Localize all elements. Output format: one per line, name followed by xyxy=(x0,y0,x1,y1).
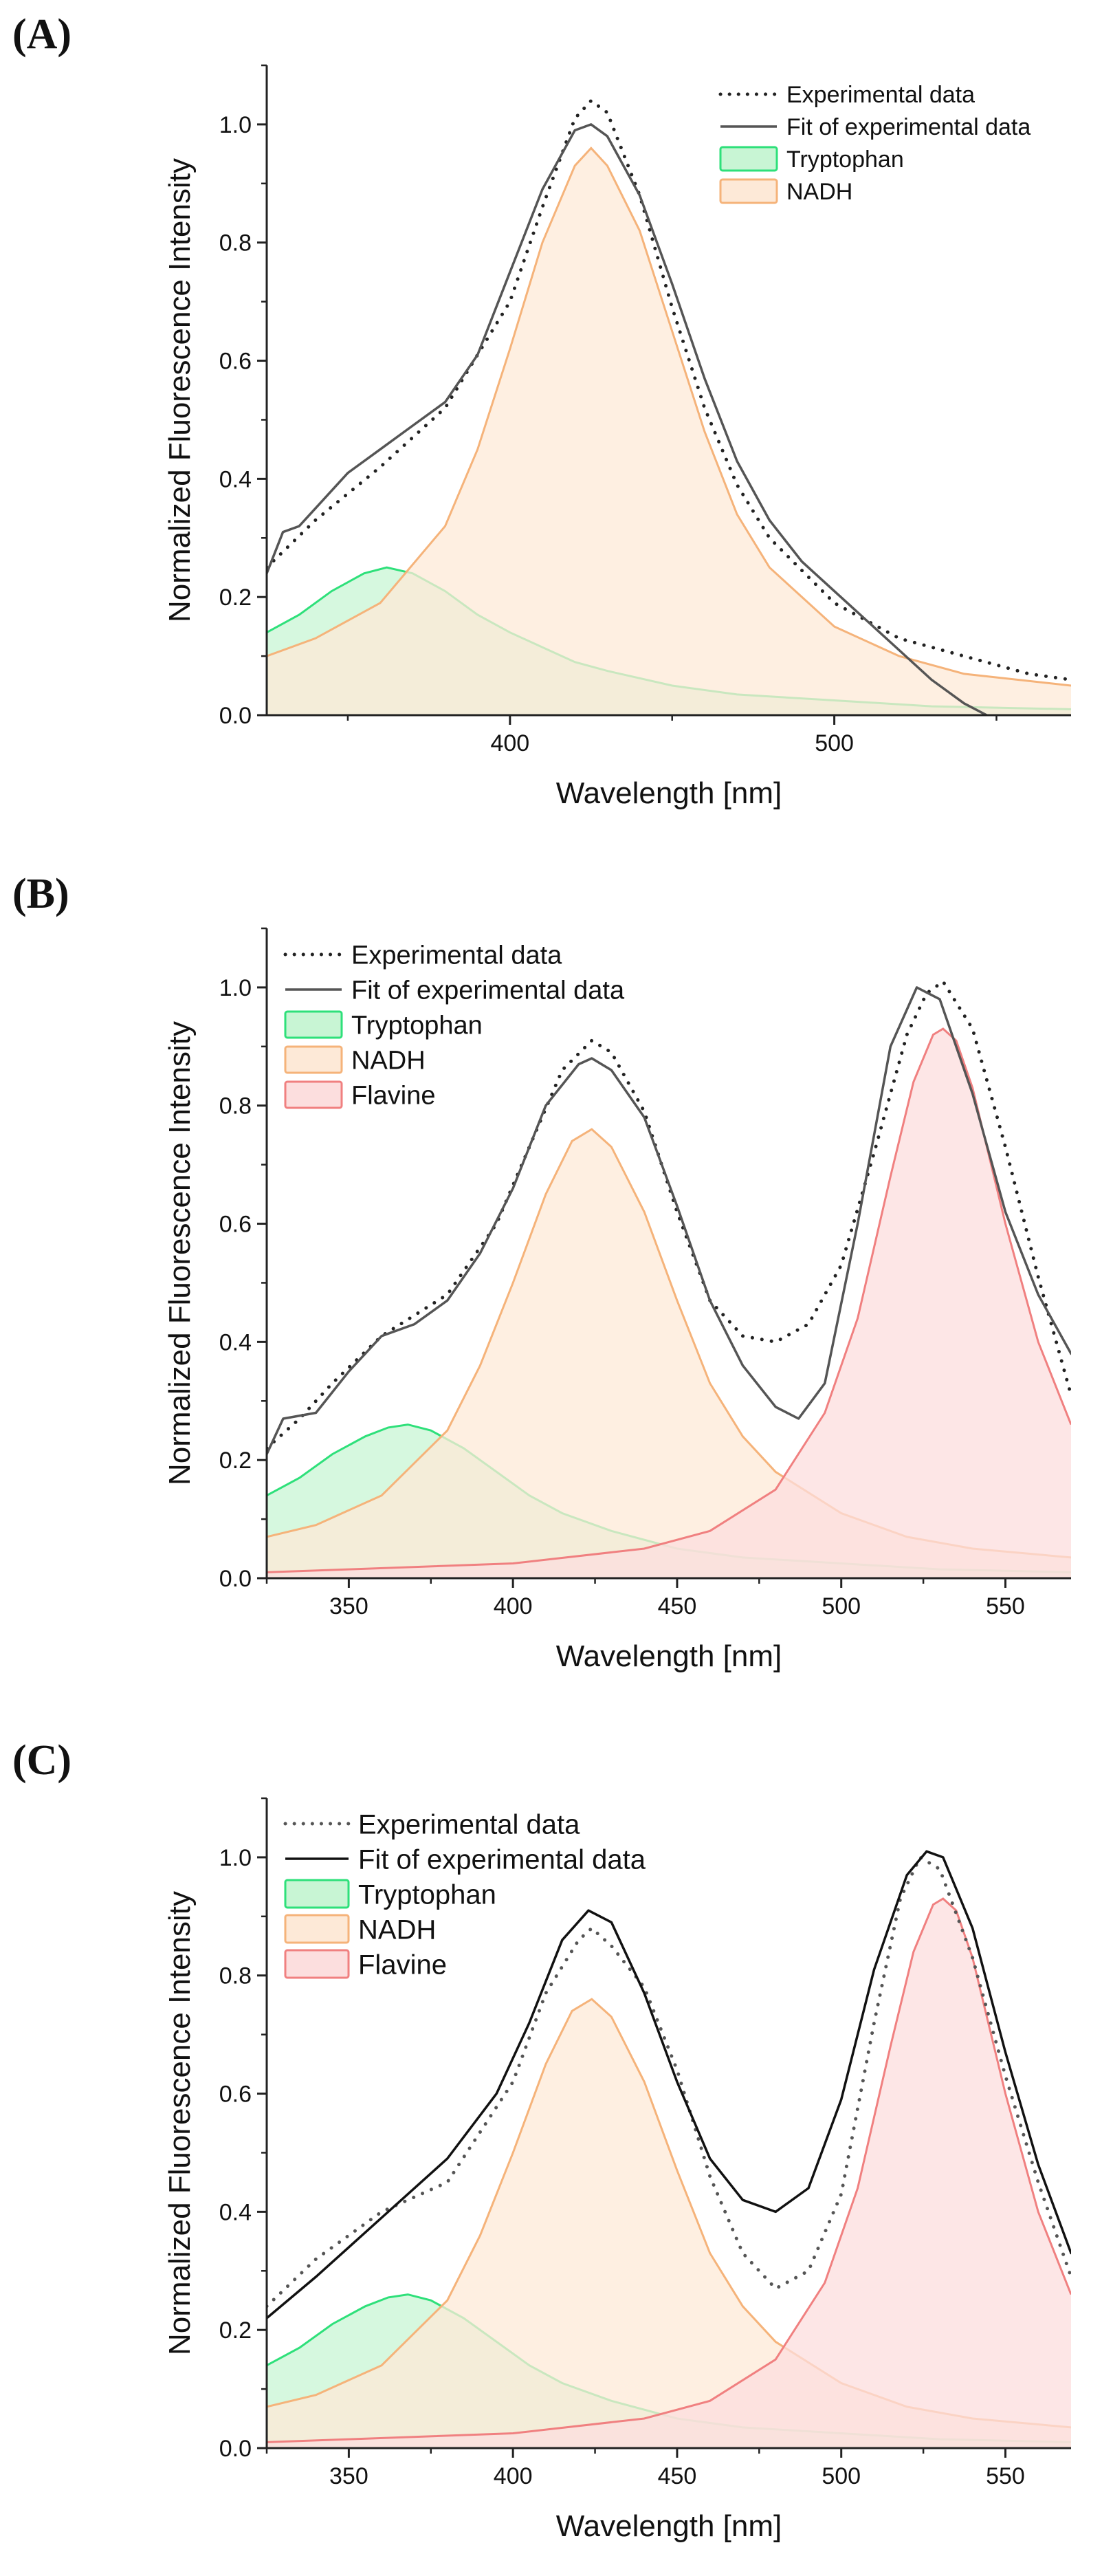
series-line-flavine xyxy=(267,1897,1071,2443)
y-tick-label: 0.2 xyxy=(219,585,252,611)
legend-label: Experimental data xyxy=(786,82,975,108)
y-tick-label: 1.0 xyxy=(219,112,252,138)
y-tick-label: 0.6 xyxy=(219,349,252,375)
series-area-flavine xyxy=(267,1899,1071,2448)
y-tick-label: 0.8 xyxy=(219,230,252,256)
experimental-data-line xyxy=(267,1855,1071,2308)
y-axis-label: Normalized Fluorescence Intensity xyxy=(163,1021,197,1485)
y-tick-label: 0.0 xyxy=(219,703,252,729)
x-axis-label: Wavelength [nm] xyxy=(556,2509,782,2543)
legend-swatch-nadh xyxy=(284,1914,350,1944)
legend-label: Fit of experimental data xyxy=(358,1844,646,1875)
x-tick-label: 350 xyxy=(329,2463,368,2489)
legend: Experimental data Fit of experimental dat… xyxy=(283,1809,646,1980)
legend: Experimental data Fit of experimental dat… xyxy=(718,82,1031,205)
x-tick-label: 550 xyxy=(986,2463,1025,2489)
series-area-nadh xyxy=(267,148,1071,715)
legend-label: Tryptophan xyxy=(786,146,904,173)
legend-label: Experimental data xyxy=(358,1809,580,1840)
chart-panel-2: (C) 0.0 0.2 0.4 0.6 0.8 1.0 350 400 450 500 550 Wave… xyxy=(12,1737,1071,2543)
panel-label: (C) xyxy=(12,1737,71,1784)
y-tick-label: 0.0 xyxy=(219,2436,252,2462)
legend-swatch-tryptophan xyxy=(284,1010,343,1039)
panel-label: (A) xyxy=(12,11,71,58)
legend-swatch-nadh xyxy=(719,178,778,204)
y-tick-label: 0.8 xyxy=(219,1093,252,1120)
y-tick-label: 0.4 xyxy=(219,2199,252,2225)
legend-swatch-flavine xyxy=(284,1080,343,1109)
legend-label: Tryptophan xyxy=(351,1012,483,1040)
legend-label: Experimental data xyxy=(351,941,562,970)
fit-line xyxy=(267,1850,1071,2320)
plot-area xyxy=(267,99,1071,715)
y-tick-label: 0.2 xyxy=(219,1448,252,1474)
y-axis-label: Normalized Fluorescence Intensity xyxy=(163,1891,197,2355)
legend-label: Fit of experimental data xyxy=(786,114,1031,140)
y-tick-label: 1.0 xyxy=(219,1845,252,1871)
y-tick-label: 0.6 xyxy=(219,1212,252,1238)
legend-label: NADH xyxy=(786,179,852,205)
x-tick-label: 400 xyxy=(490,730,529,756)
y-axis-label: Normalized Fluorescence Intensity xyxy=(163,158,197,622)
plot-area xyxy=(267,979,1071,1578)
y-tick-label: 1.0 xyxy=(219,975,252,1001)
fit-line xyxy=(267,123,989,715)
legend-swatch-tryptophan xyxy=(719,146,778,172)
x-tick-label: 400 xyxy=(494,1593,533,1619)
chart-panel-0: (A) 0.0 0.2 0.4 0.6 0.8 1.0 400 500 Wavelength [n… xyxy=(12,11,1071,810)
series-area-nadh xyxy=(267,1999,1071,2448)
x-tick-label: 450 xyxy=(658,2463,697,2489)
legend-swatch-flavine xyxy=(284,1949,350,1979)
legend-label: Flavine xyxy=(358,1950,447,1980)
x-tick-label: 350 xyxy=(329,1593,368,1619)
y-tick-label: 0.2 xyxy=(219,2317,252,2344)
series-area-flavine xyxy=(267,1029,1071,1578)
panel-label: (B) xyxy=(12,871,69,917)
x-tick-label: 450 xyxy=(658,1593,697,1619)
x-tick-label: 500 xyxy=(815,730,854,756)
y-tick-label: 0.4 xyxy=(219,1329,252,1355)
y-tick-label: 0.6 xyxy=(219,2082,252,2108)
fit-line xyxy=(267,986,1071,1456)
legend-label: NADH xyxy=(358,1914,436,1945)
x-axis-label: Wavelength [nm] xyxy=(556,776,782,810)
legend-label: Tryptophan xyxy=(358,1879,496,1910)
x-tick-label: 500 xyxy=(822,2463,861,2489)
series-area-nadh xyxy=(267,1129,1071,1578)
legend-label: Fit of experimental data xyxy=(351,976,625,1005)
legend: Experimental data Fit of experimental dat… xyxy=(283,941,625,1111)
chart-panel-1: (B) 0.0 0.2 0.4 0.6 0.8 1.0 350 400 450 500 550 Wave… xyxy=(12,871,1071,1673)
y-tick-label: 0.8 xyxy=(219,1963,252,1989)
x-tick-label: 400 xyxy=(494,2463,533,2489)
x-tick-label: 550 xyxy=(986,1593,1025,1619)
x-axis-label: Wavelength [nm] xyxy=(556,1639,782,1673)
legend-label: Flavine xyxy=(351,1082,436,1111)
legend-swatch-tryptophan xyxy=(284,1879,350,1909)
legend-swatch-nadh xyxy=(284,1045,343,1074)
series-line-nadh xyxy=(267,146,1071,687)
plot-area xyxy=(267,1850,1071,2448)
legend-label: NADH xyxy=(351,1047,426,1076)
y-tick-label: 0.0 xyxy=(219,1566,252,1592)
y-tick-label: 0.4 xyxy=(219,466,252,492)
x-tick-label: 500 xyxy=(822,1593,861,1619)
